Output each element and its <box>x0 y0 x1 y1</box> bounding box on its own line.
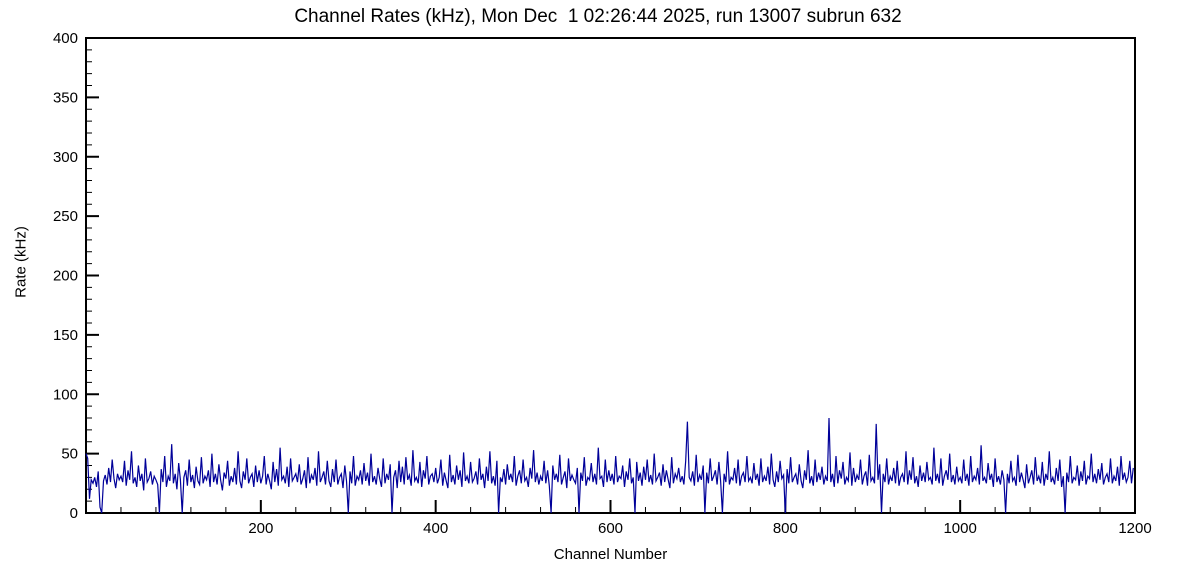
x-axis-label: Channel Number <box>553 546 668 563</box>
y-tick-label: 50 <box>61 446 78 463</box>
y-tick-label: 0 <box>70 505 78 522</box>
plot-frame <box>85 37 1136 514</box>
y-tick-label: 300 <box>53 149 78 166</box>
y-tick-label: 350 <box>53 89 78 106</box>
y-tick-label: 200 <box>53 268 78 285</box>
rate-series-line <box>85 417 1134 514</box>
chart-title: Channel Rates (kHz), Mon Dec 1 02:26:44 … <box>294 6 902 27</box>
y-tick-label: 400 <box>53 30 78 47</box>
x-tick-label: 600 <box>598 520 623 537</box>
y-tick-label: 100 <box>53 386 78 403</box>
x-tick-label: 1200 <box>1118 520 1151 537</box>
x-tick-label: 1000 <box>943 520 976 537</box>
x-tick-label: 800 <box>773 520 798 537</box>
y-tick-label: 150 <box>53 327 78 344</box>
x-tick-label: 200 <box>248 520 273 537</box>
x-tick-label: 400 <box>423 520 448 537</box>
y-tick-label: 250 <box>53 208 78 225</box>
